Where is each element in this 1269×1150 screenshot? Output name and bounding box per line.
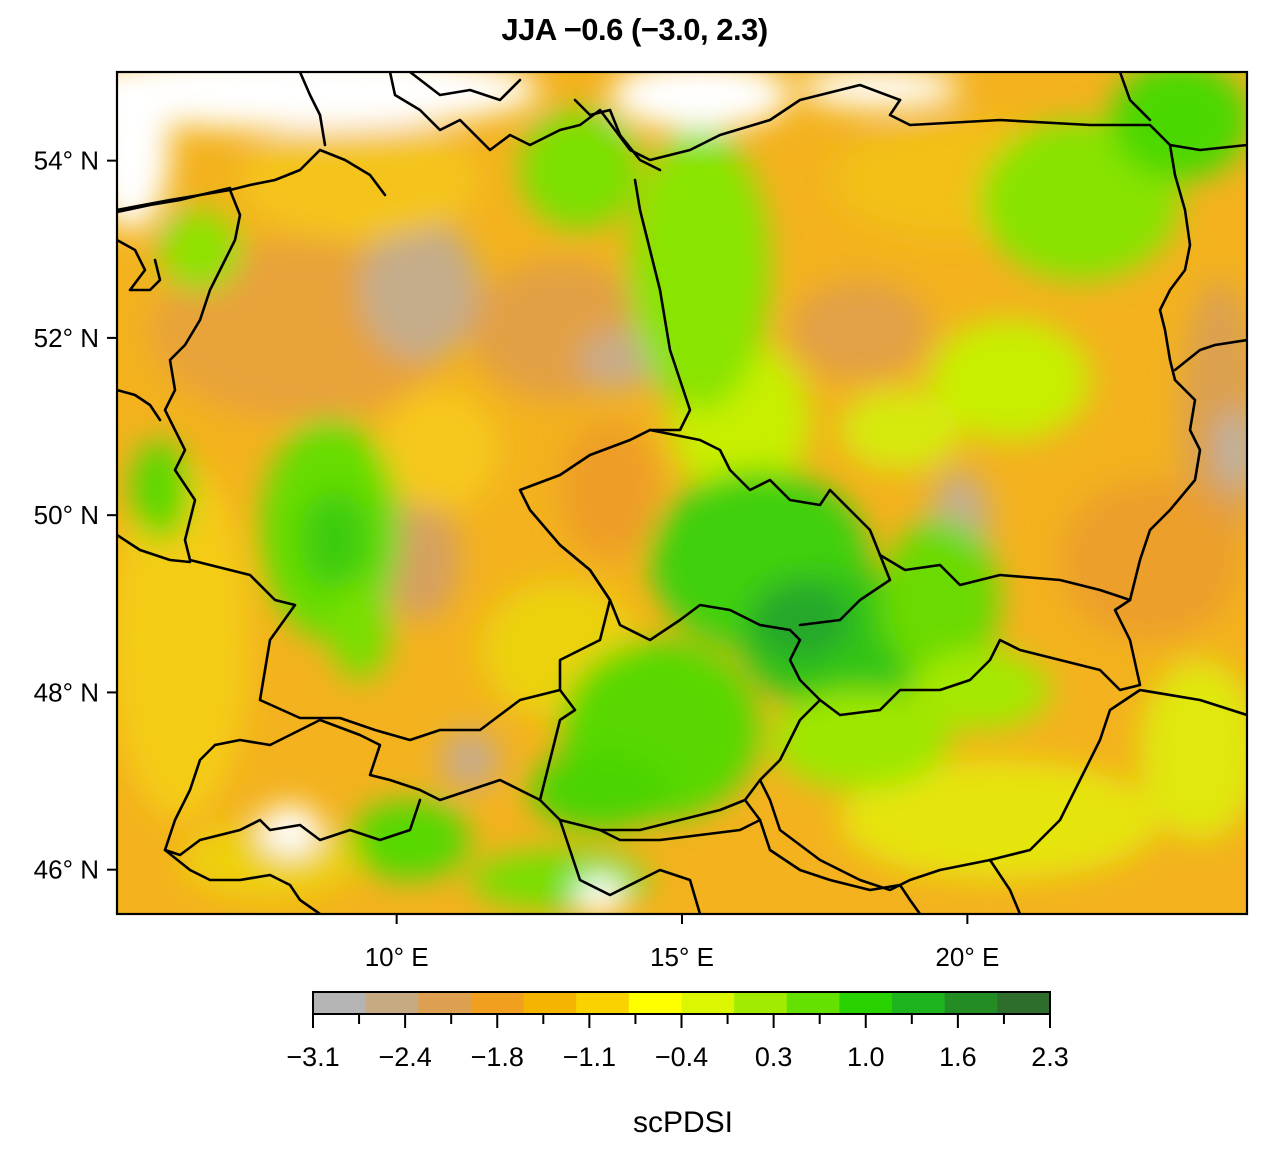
colorbar-tick-label: 1.6 bbox=[939, 1042, 977, 1072]
colorbar-swatch bbox=[628, 992, 683, 1014]
colorbar-swatch bbox=[944, 992, 998, 1014]
colorbar-swatches bbox=[313, 992, 1051, 1014]
colorbar-tick-label: 0.3 bbox=[755, 1042, 793, 1072]
colorbar-swatch bbox=[681, 992, 735, 1014]
lon-tick-label: 10° E bbox=[365, 942, 429, 972]
plot-area bbox=[115, 70, 1249, 916]
colorbar-tick-label: −1.1 bbox=[563, 1042, 616, 1072]
lat-tick-label: 46° N bbox=[34, 855, 99, 885]
latitude-axis: 54° N 52° N 50° N 48° N 46° N bbox=[34, 146, 117, 885]
colorbar-swatch bbox=[839, 992, 893, 1014]
colorbar-swatch bbox=[470, 992, 525, 1014]
colorbar-tick-label: −0.4 bbox=[655, 1042, 708, 1072]
colorbar-tick-label: −1.8 bbox=[471, 1042, 524, 1072]
colorbar-swatch bbox=[523, 992, 577, 1014]
colorbar-swatch bbox=[576, 992, 630, 1014]
colorbar-swatch bbox=[313, 992, 367, 1014]
longitude-axis: 10° E 15° E 20° E bbox=[365, 914, 999, 972]
colorbar-swatch bbox=[418, 992, 472, 1014]
colorbar-swatch bbox=[892, 992, 946, 1014]
lat-tick-label: 50° N bbox=[34, 500, 99, 530]
colorbar-tick-label: 1.0 bbox=[847, 1042, 885, 1072]
colorbar-swatch bbox=[365, 992, 419, 1014]
lon-tick-label: 20° E bbox=[935, 942, 999, 972]
scpdsi-field bbox=[117, 72, 1247, 914]
colorbar-swatch bbox=[997, 992, 1051, 1014]
country-borders bbox=[117, 72, 1247, 914]
colorbar-tick-label: 2.3 bbox=[1031, 1042, 1069, 1072]
colorbar-swatch bbox=[786, 992, 841, 1014]
lat-tick-label: 52° N bbox=[34, 323, 99, 353]
lon-tick-label: 15° E bbox=[650, 942, 714, 972]
lat-tick-label: 54° N bbox=[34, 146, 99, 176]
colorbar: −3.1 −2.4 −1.8 −1.1 −0.4 0.3 1.0 1.6 2.3 scPDSI bbox=[286, 991, 1069, 1139]
colorbar-swatch bbox=[734, 992, 788, 1014]
lat-tick-label: 48° N bbox=[34, 677, 99, 707]
colorbar-tick-label: −2.4 bbox=[378, 1042, 431, 1072]
map-title: JJA −0.6 (−3.0, 2.3) bbox=[501, 12, 768, 47]
colorbar-tick-label: −3.1 bbox=[286, 1042, 339, 1072]
colorbar-title: scPDSI bbox=[633, 1106, 733, 1139]
colorbar-ticks: −3.1 −2.4 −1.8 −1.1 −0.4 0.3 1.0 1.6 2.3 bbox=[286, 1014, 1069, 1072]
